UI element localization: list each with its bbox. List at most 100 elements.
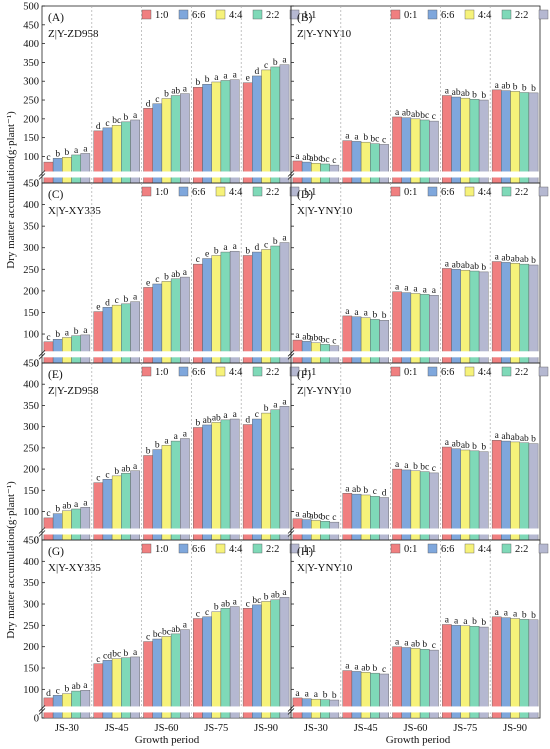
bar — [510, 91, 520, 184]
significance-letter: a — [223, 243, 228, 253]
y-axis-label-bottom: Dry matter accumulation(g·plant⁻¹) — [5, 481, 17, 639]
significance-letter: c — [196, 255, 200, 265]
significance-letter: a — [133, 462, 138, 472]
axis-break-mark — [38, 705, 46, 712]
legend-label: 1:0 — [155, 187, 168, 198]
significance-letter: a — [74, 500, 79, 510]
significance-letter: c — [382, 135, 386, 145]
y-tick-label: 450 — [23, 359, 39, 370]
panel-h: a a a b bJS-30a a ab b cJS-45a a ab b cJS-60a a a b bJS-… — [287, 539, 549, 734]
significance-letter: e — [246, 74, 250, 84]
significance-letter: b — [422, 640, 427, 650]
significance-letter: a — [83, 498, 88, 508]
significance-letter: a — [282, 234, 287, 244]
bar — [460, 625, 471, 719]
y-tick-label: 150 — [23, 133, 39, 144]
y-tick-label: 250 — [23, 96, 39, 107]
significance-letter: b — [155, 441, 160, 451]
axis-break-band — [292, 528, 539, 535]
significance-letter: ab — [361, 663, 370, 673]
x-tick-label: JS-75 — [204, 723, 228, 734]
legend-swatch — [538, 9, 549, 20]
significance-letter: b — [245, 246, 250, 256]
y-tick-label: 150 — [23, 308, 39, 319]
significance-letter: b — [146, 447, 151, 457]
significance-letter: c — [332, 513, 336, 523]
axis-break-band — [43, 171, 290, 178]
legend-label: 6:6 — [441, 544, 454, 555]
significance-letter: a — [273, 401, 278, 411]
x-tick-label: JS-30 — [304, 723, 328, 734]
significance-letter: a — [463, 617, 468, 627]
bar — [261, 601, 271, 719]
x-axis-label-right: Growth period — [386, 734, 451, 746]
axis-break-mark — [287, 350, 295, 357]
panel-subtitle: Z|Y-YNY10 — [297, 385, 352, 397]
bar — [270, 245, 281, 364]
y-tick-label: 0 — [34, 536, 39, 547]
significance-letter: ab — [171, 270, 180, 280]
panel-label: (F) — [297, 369, 311, 381]
significance-letter: ab — [452, 440, 461, 450]
bar — [510, 441, 520, 541]
axis-break-mark — [38, 353, 46, 360]
bar — [252, 604, 262, 719]
significance-letter: b — [332, 691, 337, 701]
significance-letter: a — [395, 283, 400, 293]
legend-label: 2:2 — [515, 187, 528, 198]
legend-swatch — [427, 9, 438, 20]
significance-letter: bc — [321, 155, 330, 165]
significance-letter: ab — [271, 591, 280, 601]
axis-break-band — [43, 351, 290, 358]
legend-label: 6:6 — [441, 367, 454, 378]
bar — [442, 95, 452, 184]
significance-letter: ab — [302, 153, 311, 163]
bar — [152, 449, 163, 541]
significance-letter: a — [214, 73, 219, 83]
significance-letter: bc — [420, 463, 429, 473]
x-tick-label: JS-90 — [254, 723, 278, 734]
significance-letter: a — [233, 410, 238, 420]
bar — [491, 440, 502, 541]
panel-label: (G) — [48, 546, 64, 558]
significance-letter: a — [295, 689, 300, 699]
significance-letter: bc — [153, 630, 162, 640]
bar — [161, 445, 172, 541]
bar — [519, 442, 530, 541]
bar — [270, 599, 281, 719]
legend-swatch — [178, 366, 189, 377]
axis-break-mark — [38, 173, 46, 180]
significance-letter: ab — [171, 87, 180, 97]
significance-letter: b — [481, 443, 486, 453]
bar — [211, 81, 222, 184]
significance-letter: a — [345, 662, 350, 672]
legend-label: 0:1 — [404, 187, 417, 198]
significance-letter: d — [146, 99, 151, 109]
significance-letter: ab — [62, 502, 71, 512]
x-tick-label: JS-30 — [55, 723, 79, 734]
bar — [161, 281, 172, 364]
legend-swatch — [427, 543, 438, 554]
significance-letter: ab — [402, 109, 411, 119]
bar — [460, 269, 471, 364]
significance-letter: c — [96, 474, 100, 484]
y-tick-label: 250 — [23, 443, 39, 454]
bar — [202, 258, 212, 364]
bar — [460, 449, 471, 541]
significance-letter: bc — [252, 596, 261, 606]
significance-letter: cd — [103, 651, 112, 661]
bar — [229, 606, 240, 719]
significance-letter: a — [454, 616, 459, 626]
legend-swatch — [464, 186, 475, 197]
bar — [478, 451, 489, 541]
bar — [52, 158, 63, 184]
significance-letter: bc — [321, 512, 330, 522]
panel-label: (H) — [297, 546, 313, 558]
legend-label: 4:4 — [478, 187, 492, 198]
significance-letter: b — [214, 246, 219, 256]
y-tick-label: 100 — [23, 330, 39, 341]
significance-letter: a — [404, 461, 409, 471]
significance-letter: a — [513, 610, 518, 620]
significance-letter: ab — [511, 433, 520, 443]
bar — [501, 440, 511, 541]
